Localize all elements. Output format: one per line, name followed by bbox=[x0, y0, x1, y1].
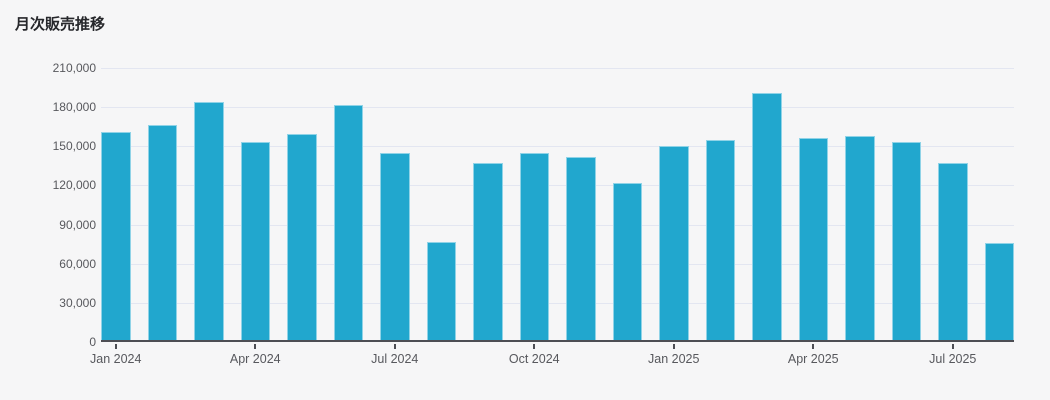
bar[interactable] bbox=[147, 124, 177, 340]
y-axis: 0 30,000 60,000 90,000 120,000 150,000 180,000… bbox=[0, 61, 96, 349]
bar[interactable] bbox=[287, 133, 317, 340]
bar[interactable] bbox=[380, 153, 410, 340]
x-tick bbox=[114, 344, 117, 349]
bar[interactable] bbox=[705, 139, 735, 340]
bar[interactable] bbox=[659, 146, 689, 340]
bar[interactable] bbox=[984, 242, 1014, 340]
bar[interactable] bbox=[101, 131, 131, 340]
bar[interactable] bbox=[798, 137, 828, 340]
gridline bbox=[101, 263, 1014, 265]
gridline bbox=[101, 302, 1014, 304]
bar[interactable] bbox=[612, 182, 642, 340]
x-tick bbox=[393, 344, 396, 349]
x-axis-label: Apr 2024 bbox=[229, 352, 281, 366]
bar[interactable] bbox=[473, 163, 503, 340]
bar[interactable] bbox=[845, 136, 875, 340]
x-tick bbox=[951, 344, 954, 349]
x-axis-label: Jan 2024 bbox=[90, 352, 142, 366]
x-tick bbox=[533, 344, 536, 349]
bar[interactable] bbox=[891, 141, 921, 340]
x-tick bbox=[254, 344, 257, 349]
y-axis-label: 0 bbox=[89, 335, 96, 349]
chart-title: 月次販売推移 bbox=[15, 16, 106, 33]
x-axis-label: Jul 2025 bbox=[929, 352, 977, 366]
y-axis-label: 120,000 bbox=[52, 178, 96, 193]
x-tick bbox=[812, 344, 815, 349]
y-axis-label: 30,000 bbox=[59, 295, 96, 310]
x-axis: Jan 2024 Apr 2024 Jul 2024 Oct 2024 Jan 2025… bbox=[90, 344, 1014, 374]
bar[interactable] bbox=[752, 92, 782, 340]
gridline bbox=[101, 224, 1014, 226]
gridline bbox=[101, 146, 1014, 148]
bar[interactable] bbox=[566, 157, 596, 340]
plot-area bbox=[101, 68, 1014, 342]
bar[interactable] bbox=[938, 163, 968, 340]
y-axis-label: 210,000 bbox=[52, 61, 96, 75]
bar[interactable] bbox=[519, 153, 549, 340]
y-axis-label: 150,000 bbox=[52, 139, 96, 154]
y-axis-label: 60,000 bbox=[59, 256, 96, 271]
x-axis-label: Apr 2025 bbox=[787, 352, 839, 366]
gridline bbox=[101, 68, 1014, 69]
gridline bbox=[101, 107, 1014, 109]
bar[interactable] bbox=[240, 142, 270, 340]
x-axis-label: Jan 2025 bbox=[648, 352, 700, 366]
x-tick bbox=[672, 344, 675, 349]
gridline bbox=[101, 185, 1014, 187]
bar[interactable] bbox=[426, 241, 456, 340]
bar[interactable] bbox=[194, 101, 224, 340]
x-axis-label: Oct 2024 bbox=[508, 352, 560, 366]
y-axis-label: 90,000 bbox=[59, 217, 96, 232]
x-axis-label: Jul 2024 bbox=[371, 352, 419, 366]
bar[interactable] bbox=[333, 104, 363, 340]
y-axis-label: 180,000 bbox=[52, 100, 96, 115]
